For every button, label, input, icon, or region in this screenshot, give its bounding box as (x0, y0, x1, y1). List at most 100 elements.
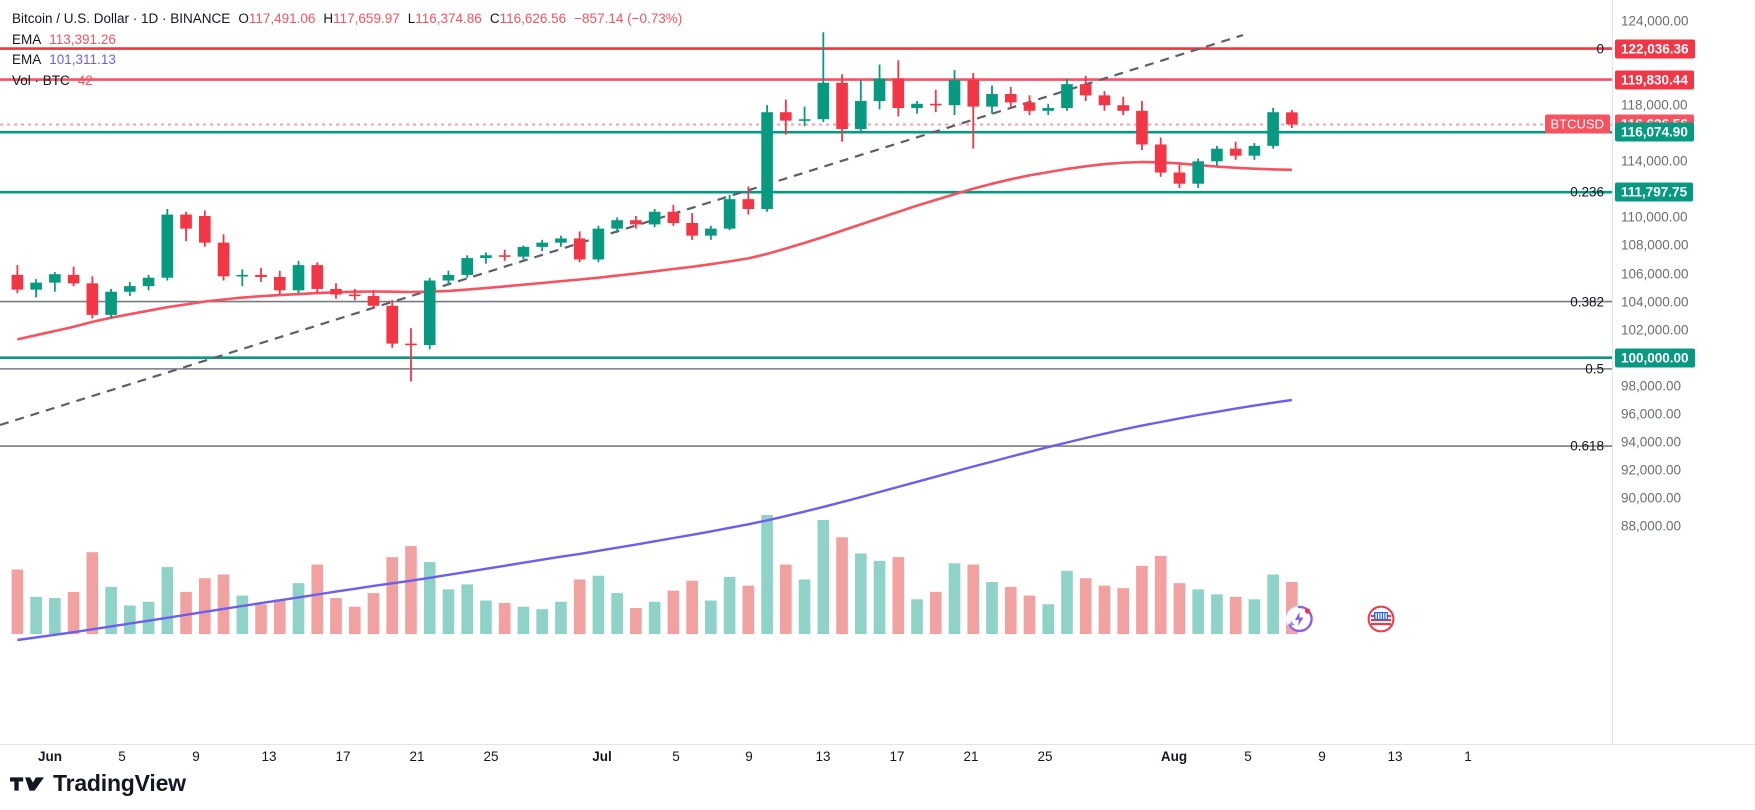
time-axis-tick: 17 (889, 749, 905, 764)
fib-level-label: 0.5 (1585, 361, 1604, 377)
time-axis-tick: 9 (1318, 749, 1326, 764)
candle (854, 100, 867, 130)
candle (929, 103, 942, 106)
candle (405, 343, 417, 346)
candle (1079, 84, 1092, 96)
candle (986, 93, 998, 107)
candle (517, 246, 530, 257)
candle (948, 79, 961, 106)
tradingview-wordmark: TradingView (53, 770, 186, 796)
candle (461, 258, 474, 275)
candle (817, 82, 830, 120)
candle (348, 294, 361, 297)
tradingview-mark-icon (10, 776, 44, 791)
chart-plot-area[interactable]: Bitcoin / U.S. Dollar · 1D · BINANCE O117… (0, 0, 1613, 745)
candle (1248, 145, 1261, 156)
price-axis[interactable]: 124,000.00 118,000.00 114,000.00 110,000.00… (1613, 0, 1755, 745)
time-axis-tick: 13 (1387, 749, 1403, 764)
candle (1173, 172, 1186, 184)
candle (217, 242, 230, 277)
time-axis-tick: 13 (261, 749, 277, 764)
candle (536, 242, 548, 247)
fib-level-label: 0.618 (1570, 438, 1604, 454)
time-axis-tick: 21 (963, 749, 979, 764)
price-axis-tick: 102,000.00 (1621, 322, 1689, 338)
time-axis-tick: Jun (37, 749, 63, 764)
price-axis-tick: 88,000.00 (1621, 518, 1682, 534)
candle (11, 274, 24, 290)
candle (798, 119, 811, 121)
candle (873, 78, 886, 101)
price-axis-tick: 114,000.00 (1621, 153, 1688, 169)
chart-canvas (0, 32, 1612, 642)
time-axis-tick: 17 (335, 749, 351, 764)
candle (1061, 84, 1073, 108)
price-axis-tick: 118,000.00 (1621, 97, 1688, 113)
time-axis-tick: 5 (672, 749, 680, 764)
candle (236, 274, 249, 277)
symbol-price-tag: BTCUSD (1544, 114, 1610, 134)
candle (1154, 144, 1167, 173)
candle (86, 283, 99, 315)
candle (780, 112, 792, 121)
candle (198, 216, 211, 243)
candle (630, 220, 642, 225)
price-axis-badge-support[interactable]: 100,000.00 (1615, 348, 1695, 368)
price-axis-badge-resistance[interactable]: 122,036.36 (1615, 39, 1695, 59)
candle (892, 78, 905, 108)
candle (761, 112, 773, 209)
candle (161, 214, 174, 278)
candle (386, 305, 399, 344)
price-axis-badge-resistance[interactable]: 119,830.44 (1615, 70, 1694, 90)
candle (180, 214, 192, 229)
time-axis-tick: 25 (1037, 749, 1053, 764)
fib-level-label: 0.382 (1570, 294, 1604, 310)
candle (124, 286, 136, 292)
time-axis-tick: Jul (592, 749, 612, 764)
price-axis-badge-support[interactable]: 111,797.75 (1615, 182, 1694, 202)
candle (480, 255, 492, 259)
candle (30, 282, 42, 290)
candle (1042, 108, 1055, 111)
candle (686, 223, 698, 236)
candle (330, 288, 342, 295)
candle (705, 228, 717, 236)
candle (611, 220, 623, 229)
time-axis-tick: 5 (1244, 749, 1252, 764)
candle (49, 274, 61, 283)
candle (273, 277, 286, 291)
price-axis-badge-support[interactable]: 116,074.90 (1615, 122, 1694, 142)
candle (1229, 148, 1242, 156)
time-axis-tick: 25 (483, 749, 499, 764)
candle (592, 228, 605, 260)
candle (1267, 112, 1279, 146)
candle (255, 274, 267, 278)
fib-level-label: 0 (1596, 41, 1604, 57)
candle (1098, 95, 1111, 106)
price-axis-tick: 94,000.00 (1621, 434, 1682, 450)
price-axis-tick: 98,000.00 (1621, 378, 1682, 394)
ai-sparkle-icon[interactable] (1284, 604, 1314, 634)
price-axis-tick: 110,000.00 (1621, 209, 1688, 225)
candle (1211, 148, 1223, 162)
candle (1286, 112, 1298, 125)
candle (67, 274, 80, 284)
candle (292, 265, 305, 291)
time-axis-tick: 9 (192, 749, 200, 764)
candle (1117, 105, 1130, 111)
candle (1136, 110, 1148, 145)
time-axis-tick: 5 (118, 749, 126, 764)
price-axis-tick: 124,000.00 (1621, 13, 1689, 29)
price-axis-tick: 90,000.00 (1621, 490, 1682, 506)
us-flag-icon[interactable] (1366, 604, 1396, 634)
time-axis-tick: 21 (409, 749, 425, 764)
candle (498, 255, 511, 257)
price-axis-tick: 92,000.00 (1621, 462, 1682, 478)
time-axis[interactable]: Jun 5 9 13 17 21 25 Jul 5 9 13 17 21 25 Aug 5 9 13 1 (0, 745, 1755, 783)
fib-level-label: 0.236 (1570, 184, 1604, 200)
candle (1192, 161, 1204, 184)
candle (442, 274, 455, 281)
price-axis-tick: 104,000.00 (1621, 294, 1689, 310)
candle (367, 295, 380, 306)
